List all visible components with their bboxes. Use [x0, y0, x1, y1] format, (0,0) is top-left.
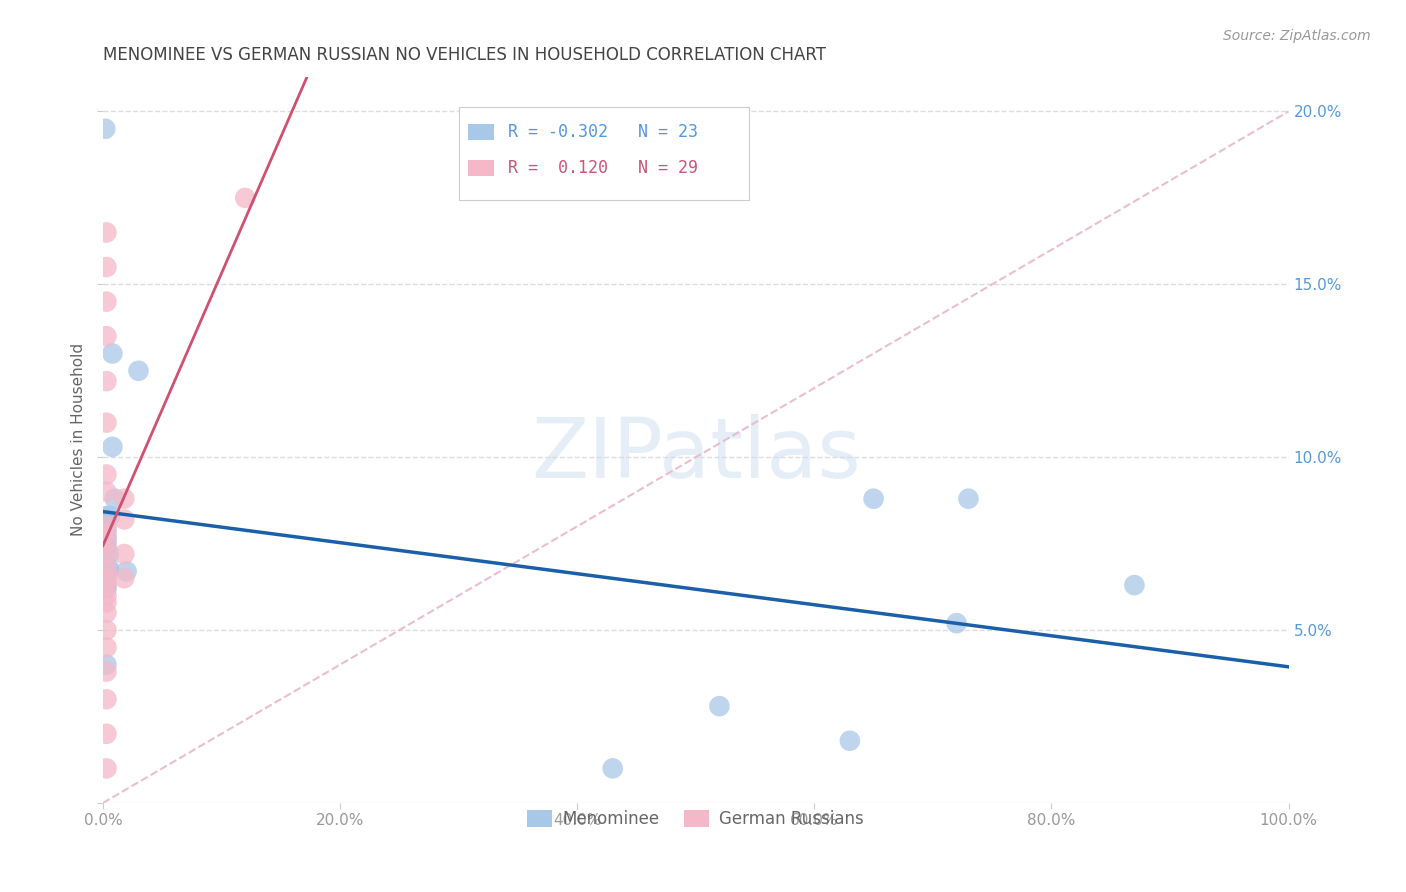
- FancyBboxPatch shape: [458, 107, 749, 201]
- Text: Source: ZipAtlas.com: Source: ZipAtlas.com: [1223, 29, 1371, 43]
- Point: [96, 665, 118, 679]
- Point: [96, 547, 118, 561]
- Text: MENOMINEE VS GERMAN RUSSIAN NO VEHICLES IN HOUSEHOLD CORRELATION CHART: MENOMINEE VS GERMAN RUSSIAN NO VEHICLES …: [103, 46, 825, 64]
- Point: [96, 226, 118, 240]
- Y-axis label: No Vehicles in Household: No Vehicles in Household: [72, 343, 86, 536]
- Point: [709, 699, 731, 714]
- Point: [838, 733, 860, 747]
- Point: [96, 467, 118, 482]
- Point: [94, 121, 117, 136]
- Point: [96, 416, 118, 430]
- Point: [112, 491, 135, 506]
- Point: [112, 512, 135, 526]
- Point: [1123, 578, 1146, 592]
- Point: [96, 526, 118, 541]
- Point: [115, 564, 138, 578]
- Point: [104, 491, 127, 506]
- Point: [96, 561, 118, 575]
- Point: [96, 536, 118, 550]
- Point: [96, 329, 118, 343]
- Point: [862, 491, 884, 506]
- Point: [96, 595, 118, 609]
- Point: [127, 364, 149, 378]
- Point: [96, 578, 118, 592]
- Bar: [468, 124, 494, 140]
- Point: [96, 623, 118, 637]
- Point: [96, 606, 118, 620]
- Point: [96, 523, 118, 537]
- Point: [96, 582, 118, 596]
- Point: [96, 530, 118, 544]
- Point: [96, 657, 118, 672]
- Point: [96, 540, 118, 554]
- Point: [96, 578, 118, 592]
- Point: [957, 491, 980, 506]
- Point: [112, 547, 135, 561]
- Point: [96, 571, 118, 585]
- Legend: Menominee, German Russians: Menominee, German Russians: [520, 803, 870, 835]
- Point: [97, 561, 120, 575]
- Text: ZIPatlas: ZIPatlas: [531, 414, 860, 495]
- Point: [945, 616, 967, 631]
- Text: R = -0.302   N = 23: R = -0.302 N = 23: [509, 123, 699, 141]
- Point: [96, 484, 118, 499]
- Point: [112, 571, 135, 585]
- Point: [96, 508, 118, 523]
- Text: R =  0.120   N = 29: R = 0.120 N = 29: [509, 160, 699, 178]
- Point: [602, 761, 624, 775]
- Point: [96, 294, 118, 309]
- Point: [96, 640, 118, 655]
- Point: [97, 547, 120, 561]
- Point: [96, 761, 118, 775]
- Point: [98, 508, 121, 523]
- Point: [101, 440, 124, 454]
- Point: [96, 589, 118, 603]
- Point: [101, 346, 124, 360]
- Point: [96, 374, 118, 388]
- Point: [96, 533, 118, 548]
- Point: [97, 564, 120, 578]
- Point: [96, 519, 118, 533]
- Point: [96, 727, 118, 741]
- Point: [233, 191, 256, 205]
- Point: [96, 692, 118, 706]
- Point: [96, 512, 118, 526]
- Point: [96, 260, 118, 274]
- Bar: [468, 161, 494, 177]
